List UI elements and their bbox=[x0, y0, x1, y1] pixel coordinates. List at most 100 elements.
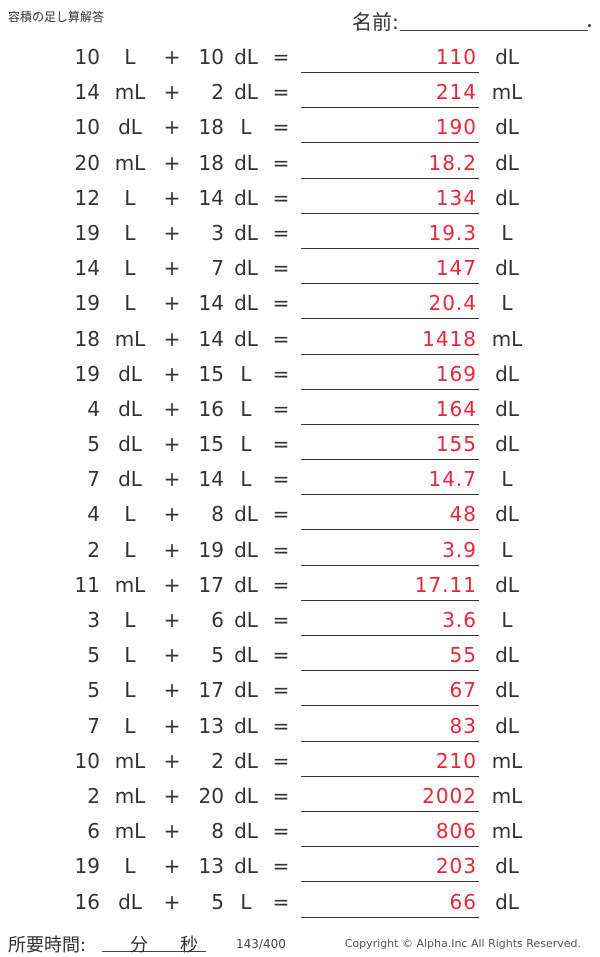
equals-sign: = bbox=[272, 80, 290, 105]
plus-sign: + bbox=[163, 889, 181, 914]
problem-row: 3 L +6 dL = 3.6 L bbox=[0, 602, 600, 637]
answer-value[interactable]: 214 bbox=[435, 80, 477, 105]
answer-value[interactable]: 169 bbox=[435, 361, 477, 386]
operand-b-unit: dL bbox=[234, 537, 258, 562]
operand-a: 10 bbox=[74, 115, 100, 140]
equals-sign: = bbox=[272, 45, 290, 69]
equals-sign: = bbox=[272, 889, 290, 914]
answer-value[interactable]: 210 bbox=[435, 748, 477, 773]
answer-value[interactable]: 48 bbox=[449, 502, 477, 527]
answer-value[interactable]: 66 bbox=[449, 889, 477, 914]
problem-row: 7 L +13 dL = 83 dL bbox=[0, 708, 600, 743]
operand-a-unit: dL bbox=[118, 467, 142, 492]
equals-sign: = bbox=[272, 361, 290, 386]
operand-a: 19 bbox=[74, 854, 100, 879]
operand-b-unit: dL bbox=[234, 643, 258, 668]
answer-value[interactable]: 55 bbox=[449, 643, 477, 668]
operand-a-unit: L bbox=[124, 45, 136, 69]
operand-b-unit: dL bbox=[234, 220, 258, 245]
answer-value[interactable]: 806 bbox=[435, 819, 477, 844]
problem-row: 16 dL +5 L = 66 dL bbox=[0, 884, 600, 919]
answer-value[interactable]: 155 bbox=[435, 432, 477, 457]
time-underline bbox=[102, 951, 206, 952]
operand-a: 5 bbox=[87, 678, 100, 703]
answer-unit: dL bbox=[495, 889, 519, 914]
answer-underline bbox=[301, 177, 479, 179]
plus-sign: + bbox=[163, 432, 181, 457]
answer-value[interactable]: 3.9 bbox=[442, 537, 477, 562]
operand-a: 10 bbox=[74, 45, 100, 69]
name-field[interactable]: 名前: bbox=[352, 6, 591, 34]
plus-sign: + bbox=[163, 115, 181, 140]
problem-row: 14 L +7 dL = 147 dL bbox=[0, 250, 600, 285]
answer-value[interactable]: 110 bbox=[435, 45, 477, 69]
plus-sign: + bbox=[163, 854, 181, 879]
answer-unit: L bbox=[501, 291, 513, 316]
problem-row: 2 L +19 dL = 3.9 L bbox=[0, 532, 600, 567]
equals-sign: = bbox=[272, 678, 290, 703]
operand-b: 3 bbox=[211, 220, 224, 245]
problem-row: 19 dL +15 L = 169 dL bbox=[0, 356, 600, 391]
answer-value[interactable]: 83 bbox=[449, 713, 477, 738]
plus-sign: + bbox=[163, 467, 181, 492]
plus-sign: + bbox=[163, 713, 181, 738]
problem-row: 10 mL +2 dL = 210 mL bbox=[0, 743, 600, 778]
operand-b: 2 bbox=[211, 80, 224, 105]
operand-a: 3 bbox=[87, 608, 100, 632]
problem-row: 7 dL +14 L = 14.7 L bbox=[0, 461, 600, 496]
operand-b: 14 bbox=[198, 291, 224, 316]
operand-a-unit: L bbox=[124, 608, 136, 632]
operand-a: 5 bbox=[87, 643, 100, 668]
answer-underline bbox=[301, 599, 479, 601]
name-line-end-dot bbox=[588, 24, 591, 27]
operand-a-unit: L bbox=[124, 502, 136, 527]
plus-sign: + bbox=[163, 220, 181, 245]
operand-a-unit: mL bbox=[114, 819, 146, 844]
equals-sign: = bbox=[272, 783, 290, 808]
operand-b: 20 bbox=[198, 783, 224, 808]
operand-b-unit: dL bbox=[234, 150, 258, 175]
answer-underline bbox=[301, 635, 479, 636]
answer-unit: dL bbox=[495, 502, 519, 527]
answer-value[interactable]: 2002 bbox=[422, 783, 477, 808]
answer-value[interactable]: 190 bbox=[435, 115, 477, 140]
plus-sign: + bbox=[163, 185, 181, 210]
plus-sign: + bbox=[163, 361, 181, 386]
answer-unit: dL bbox=[495, 572, 519, 597]
time-required-field[interactable]: 所要時間: 分 秒 bbox=[8, 931, 218, 956]
operand-b-unit: dL bbox=[234, 572, 258, 597]
answer-value[interactable]: 20.4 bbox=[428, 291, 477, 316]
operand-a-unit: mL bbox=[114, 80, 146, 105]
answer-underline bbox=[301, 142, 479, 144]
answer-value[interactable]: 147 bbox=[435, 256, 477, 281]
operand-a: 20 bbox=[74, 150, 100, 175]
answer-value[interactable]: 3.6 bbox=[442, 608, 477, 632]
plus-sign: + bbox=[163, 45, 181, 69]
operand-b: 17 bbox=[198, 572, 224, 597]
equals-sign: = bbox=[272, 326, 290, 351]
answer-value[interactable]: 18.2 bbox=[428, 150, 477, 175]
operand-b: 13 bbox=[198, 854, 224, 879]
answer-value[interactable]: 14.7 bbox=[428, 467, 477, 492]
answer-value[interactable]: 67 bbox=[449, 678, 477, 703]
problem-row: 2 mL +20 dL = 2002 mL bbox=[0, 778, 600, 813]
equals-sign: = bbox=[272, 467, 290, 492]
answer-value[interactable]: 1418 bbox=[422, 326, 477, 351]
answer-value[interactable]: 134 bbox=[435, 185, 477, 210]
answer-value[interactable]: 17.11 bbox=[414, 572, 477, 597]
answer-value[interactable]: 19.3 bbox=[428, 220, 477, 245]
answer-value[interactable]: 203 bbox=[435, 854, 477, 879]
operand-b: 14 bbox=[198, 326, 224, 351]
operand-b: 15 bbox=[198, 361, 224, 386]
operand-b-unit: dL bbox=[234, 748, 258, 773]
operand-b: 13 bbox=[198, 713, 224, 738]
operand-b-unit: dL bbox=[234, 608, 258, 632]
answer-value[interactable]: 164 bbox=[435, 396, 477, 421]
operand-b-unit: L bbox=[240, 467, 252, 492]
answer-underline bbox=[301, 529, 479, 531]
answer-unit: dL bbox=[495, 643, 519, 668]
operand-a: 19 bbox=[74, 220, 100, 245]
operand-b-unit: dL bbox=[234, 783, 258, 808]
answer-unit: dL bbox=[495, 256, 519, 281]
answer-unit: mL bbox=[491, 80, 523, 105]
